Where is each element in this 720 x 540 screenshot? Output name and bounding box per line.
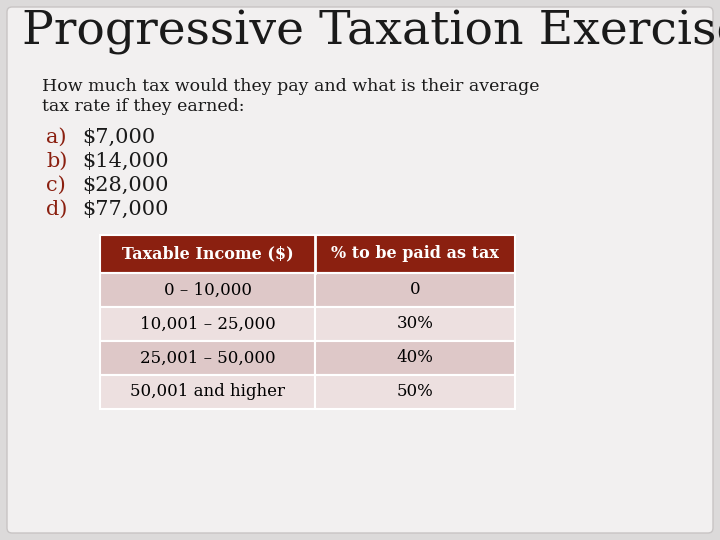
Bar — [100, 235, 515, 273]
Bar — [100, 341, 315, 375]
Text: 0: 0 — [410, 281, 420, 299]
Text: tax rate if they earned:: tax rate if they earned: — [42, 98, 245, 115]
Text: 30%: 30% — [397, 315, 433, 333]
Text: $77,000: $77,000 — [82, 200, 168, 219]
Text: 10,001 – 25,000: 10,001 – 25,000 — [140, 315, 275, 333]
FancyBboxPatch shape — [7, 7, 713, 533]
Text: 25,001 – 50,000: 25,001 – 50,000 — [140, 349, 275, 367]
Bar — [315, 307, 515, 341]
Text: 50,001 and higher: 50,001 and higher — [130, 383, 285, 401]
Text: $14,000: $14,000 — [82, 152, 168, 171]
Bar — [315, 273, 515, 307]
Text: 0 – 10,000: 0 – 10,000 — [163, 281, 251, 299]
Text: d): d) — [46, 200, 68, 219]
Bar — [100, 375, 315, 409]
Text: % to be paid as tax: % to be paid as tax — [331, 246, 499, 262]
Text: c): c) — [46, 176, 66, 195]
Text: 40%: 40% — [397, 349, 433, 367]
Text: a): a) — [46, 128, 66, 147]
Text: How much tax would they pay and what is their average: How much tax would they pay and what is … — [42, 78, 539, 95]
Bar — [315, 341, 515, 375]
Text: Progressive Taxation Exercise: Progressive Taxation Exercise — [22, 10, 720, 55]
Text: 50%: 50% — [397, 383, 433, 401]
Text: b): b) — [46, 152, 68, 171]
Text: Taxable Income ($): Taxable Income ($) — [122, 246, 293, 262]
Bar — [100, 307, 315, 341]
Text: $7,000: $7,000 — [82, 128, 156, 147]
Bar — [100, 273, 315, 307]
Text: $28,000: $28,000 — [82, 176, 168, 195]
Bar — [315, 375, 515, 409]
